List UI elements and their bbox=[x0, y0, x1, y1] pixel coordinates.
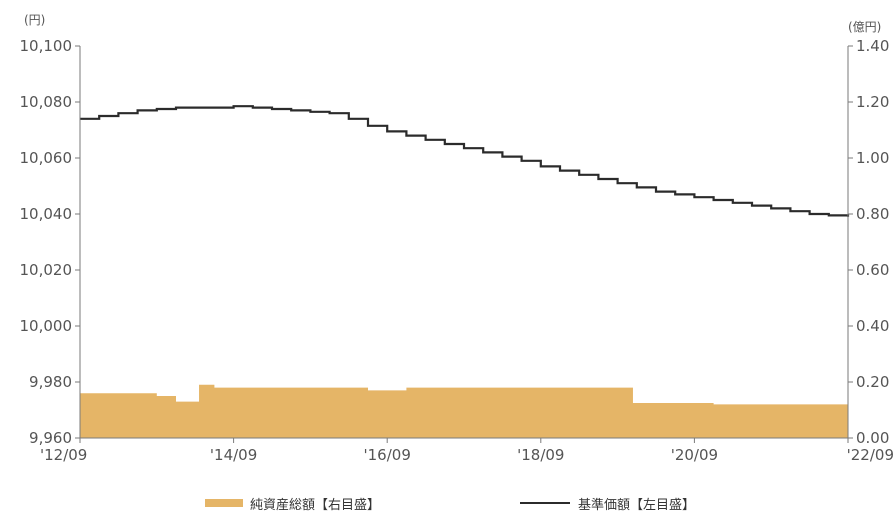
x-tick-label: '12/09 bbox=[40, 446, 87, 464]
left-axis-unit: (円) bbox=[24, 13, 45, 27]
price-line-layer bbox=[80, 105, 850, 217]
nav-area-layer bbox=[80, 384, 848, 438]
right-tick-label: 1.20 bbox=[856, 93, 889, 111]
left-tick-label: 10,060 bbox=[20, 149, 73, 167]
legend-swatch-nav bbox=[205, 499, 243, 507]
right-tick-label: 1.40 bbox=[856, 37, 889, 55]
left-tick-label: 10,000 bbox=[20, 317, 73, 335]
right-tick-label: 0.20 bbox=[856, 373, 889, 391]
price-line bbox=[80, 105, 850, 217]
left-tick-label: 10,080 bbox=[20, 93, 73, 111]
left-tick-label: 9,960 bbox=[29, 429, 72, 447]
right-tick-label: 0.40 bbox=[856, 317, 889, 335]
left-tick-label: 10,040 bbox=[20, 205, 73, 223]
left-tick-label: 10,020 bbox=[20, 261, 73, 279]
x-axis-ticks: '12/09 '14/09 '16/09 '18/09 '20/09 '22/09 bbox=[40, 438, 894, 464]
x-tick-label: '20/09 bbox=[671, 446, 718, 464]
left-axis-ticks: 10,100 10,080 10,060 10,040 10,020 10,000 9,98… bbox=[20, 37, 80, 447]
right-tick-label: 0.00 bbox=[856, 429, 889, 447]
legend: 純資産総額【右目盛】 基準価額【左目盛】 bbox=[205, 497, 695, 513]
x-tick-label: '18/09 bbox=[517, 446, 564, 464]
right-axis-unit: (億円) bbox=[848, 20, 881, 34]
legend-label-nav: 純資産総額【右目盛】 bbox=[250, 497, 380, 513]
legend-label-price: 基準価額【左目盛】 bbox=[578, 497, 695, 513]
left-tick-label: 10,100 bbox=[20, 37, 73, 55]
x-tick-label: '14/09 bbox=[210, 446, 257, 464]
right-tick-label: 0.60 bbox=[856, 261, 889, 279]
right-tick-label: 1.00 bbox=[856, 149, 889, 167]
x-tick-label: '22/09 bbox=[847, 446, 894, 464]
right-axis-ticks: 1.40 1.20 1.00 0.80 0.60 0.40 0.20 0.00 bbox=[848, 37, 889, 447]
x-tick-label: '16/09 bbox=[364, 446, 411, 464]
left-tick-label: 9,980 bbox=[29, 373, 72, 391]
nav-area bbox=[80, 384, 848, 438]
right-tick-label: 0.80 bbox=[856, 205, 889, 223]
